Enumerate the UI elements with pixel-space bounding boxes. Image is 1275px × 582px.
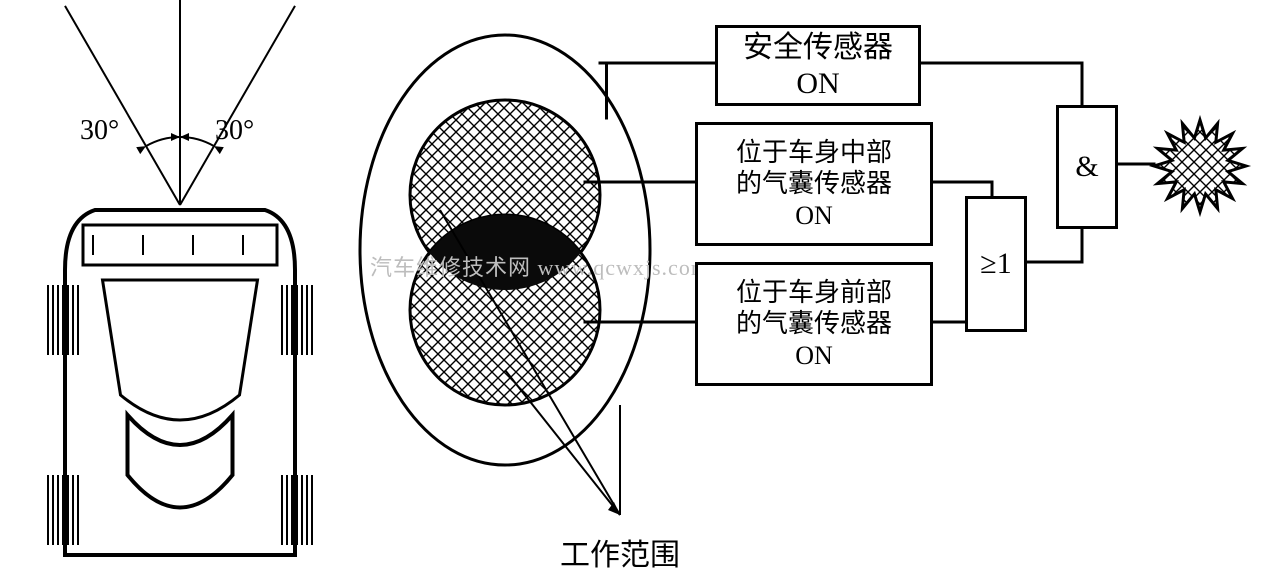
angle-label-left: 30°	[80, 115, 119, 147]
box-line: 位于车身前部	[736, 277, 892, 308]
venn-caption: 工作范围	[560, 530, 680, 574]
box-line: ≥1	[980, 246, 1011, 282]
box-line: &	[1075, 149, 1098, 185]
box-line: 位于车身中部	[736, 137, 892, 168]
box-line: 安全传感器	[743, 30, 893, 66]
box-line: 的气囊传感器	[736, 168, 892, 199]
diagram-svg	[0, 0, 1275, 582]
and-gate-box: &	[1056, 105, 1118, 229]
angle-label-right: 30°	[215, 115, 254, 147]
safety-sensor-box: 安全传感器ON	[715, 25, 921, 106]
box-line: ON	[795, 340, 833, 371]
box-line: ON	[796, 66, 839, 102]
box-line: ON	[795, 200, 833, 231]
center-sensor-box: 位于车身中部的气囊传感器ON	[695, 122, 933, 246]
box-line: 的气囊传感器	[736, 308, 892, 339]
or-gate-box: ≥1	[965, 196, 1027, 332]
diagram-stage: 汽车维修技术网 www.qcwxjs.com 30° 30° 安全传感器ON 位…	[0, 0, 1275, 582]
front-sensor-box: 位于车身前部的气囊传感器ON	[695, 262, 933, 386]
